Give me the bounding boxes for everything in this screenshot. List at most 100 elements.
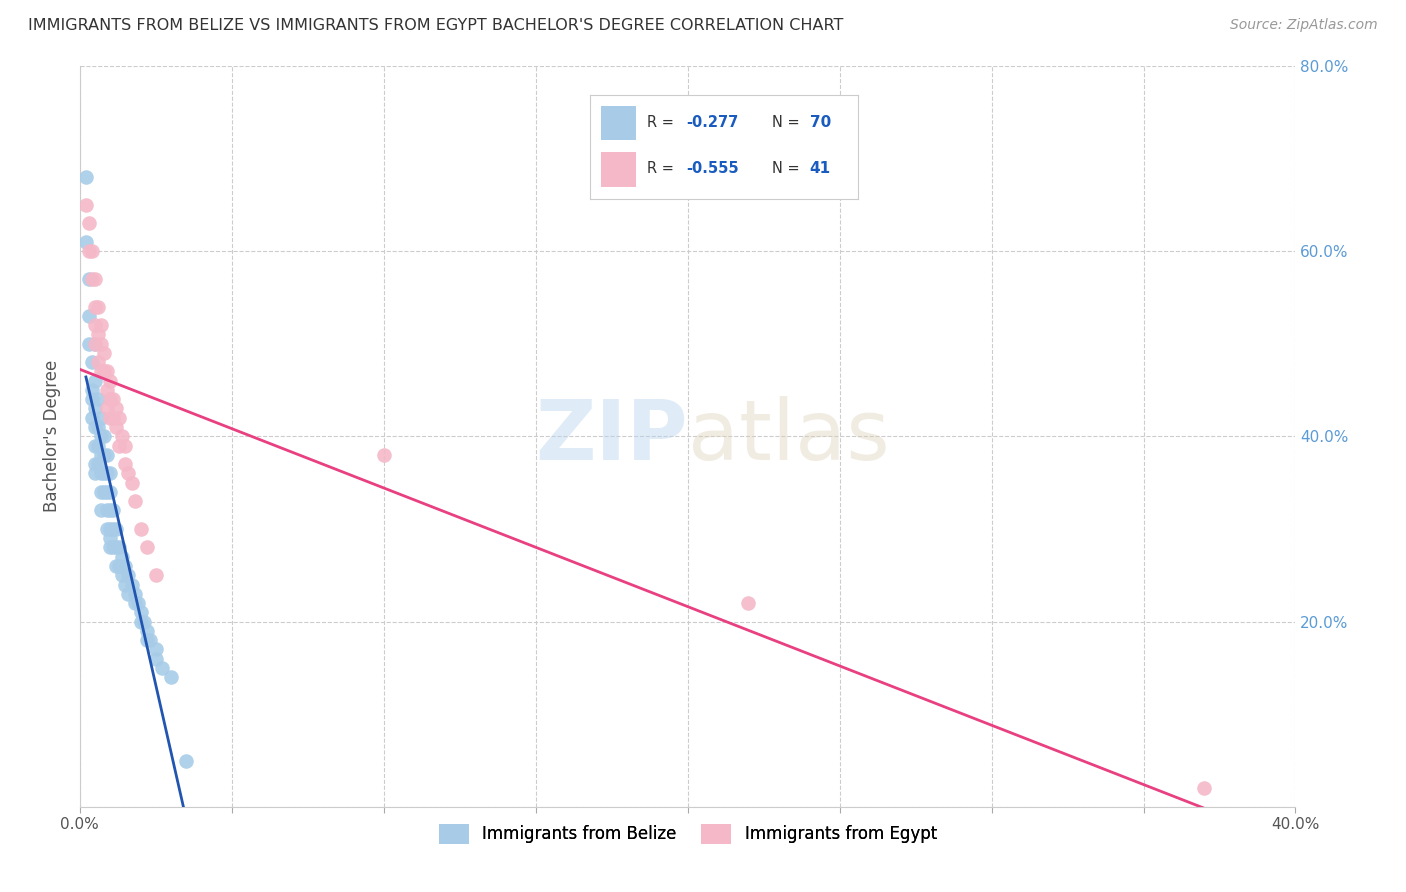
- Point: [121, 577, 143, 591]
- Point: [121, 475, 143, 490]
- Point: [98, 531, 121, 545]
- Point: [93, 448, 115, 462]
- Point: [77, 309, 100, 323]
- Point: [90, 503, 112, 517]
- Point: [129, 522, 152, 536]
- Point: [75, 169, 97, 184]
- Point: [98, 522, 121, 536]
- Point: [108, 559, 131, 574]
- Point: [93, 484, 115, 499]
- Point: [373, 448, 395, 462]
- Point: [90, 448, 112, 462]
- Point: [77, 244, 100, 258]
- Point: [80, 355, 103, 369]
- Point: [98, 392, 121, 407]
- Point: [84, 467, 107, 481]
- Point: [135, 541, 157, 555]
- Point: [93, 429, 115, 443]
- Point: [105, 541, 128, 555]
- Point: [160, 670, 183, 684]
- Point: [111, 429, 134, 443]
- Point: [87, 300, 110, 314]
- Point: [80, 410, 103, 425]
- Point: [84, 457, 107, 471]
- Point: [98, 484, 121, 499]
- Point: [111, 549, 134, 564]
- Point: [84, 420, 107, 434]
- Point: [98, 503, 121, 517]
- Point: [103, 541, 125, 555]
- Point: [87, 439, 110, 453]
- Point: [80, 244, 103, 258]
- Point: [145, 651, 167, 665]
- Point: [93, 346, 115, 360]
- Point: [105, 559, 128, 574]
- Point: [77, 336, 100, 351]
- Point: [96, 467, 118, 481]
- Point: [114, 559, 136, 574]
- Point: [98, 467, 121, 481]
- Point: [145, 642, 167, 657]
- Point: [98, 541, 121, 555]
- Point: [77, 271, 100, 285]
- Point: [87, 327, 110, 342]
- Point: [93, 467, 115, 481]
- Point: [135, 633, 157, 648]
- Point: [96, 522, 118, 536]
- Point: [87, 457, 110, 471]
- Point: [84, 336, 107, 351]
- Point: [117, 568, 139, 582]
- Point: [105, 522, 128, 536]
- Point: [80, 383, 103, 397]
- Point: [93, 364, 115, 378]
- Point: [108, 410, 131, 425]
- Point: [114, 439, 136, 453]
- Point: [84, 300, 107, 314]
- Point: [96, 383, 118, 397]
- Point: [87, 392, 110, 407]
- Point: [117, 467, 139, 481]
- Point: [75, 197, 97, 211]
- Point: [108, 541, 131, 555]
- Point: [103, 522, 125, 536]
- Point: [132, 615, 155, 629]
- Text: Source: ZipAtlas.com: Source: ZipAtlas.com: [1230, 18, 1378, 32]
- Point: [90, 336, 112, 351]
- Point: [105, 401, 128, 416]
- Point: [129, 615, 152, 629]
- Point: [96, 503, 118, 517]
- Point: [114, 457, 136, 471]
- Point: [87, 420, 110, 434]
- Point: [90, 364, 112, 378]
- Point: [87, 355, 110, 369]
- Point: [77, 216, 100, 230]
- Point: [96, 484, 118, 499]
- Point: [103, 503, 125, 517]
- Point: [84, 439, 107, 453]
- Point: [84, 318, 107, 332]
- Point: [96, 401, 118, 416]
- Legend: Immigrants from Belize, Immigrants from Egypt: Immigrants from Belize, Immigrants from …: [432, 817, 943, 851]
- Text: ZIP: ZIP: [536, 396, 688, 477]
- Point: [90, 429, 112, 443]
- Point: [103, 410, 125, 425]
- Point: [84, 271, 107, 285]
- Point: [117, 587, 139, 601]
- Point: [129, 606, 152, 620]
- Point: [80, 271, 103, 285]
- Point: [84, 374, 107, 388]
- Point: [84, 401, 107, 416]
- Point: [90, 467, 112, 481]
- Point: [124, 494, 146, 508]
- Point: [96, 448, 118, 462]
- Point: [75, 235, 97, 249]
- Point: [124, 596, 146, 610]
- Point: [108, 439, 131, 453]
- Point: [135, 624, 157, 638]
- Point: [84, 336, 107, 351]
- Point: [98, 410, 121, 425]
- Text: atlas: atlas: [688, 396, 890, 477]
- Y-axis label: Bachelor's Degree: Bachelor's Degree: [44, 360, 60, 512]
- Point: [127, 596, 149, 610]
- Point: [145, 568, 167, 582]
